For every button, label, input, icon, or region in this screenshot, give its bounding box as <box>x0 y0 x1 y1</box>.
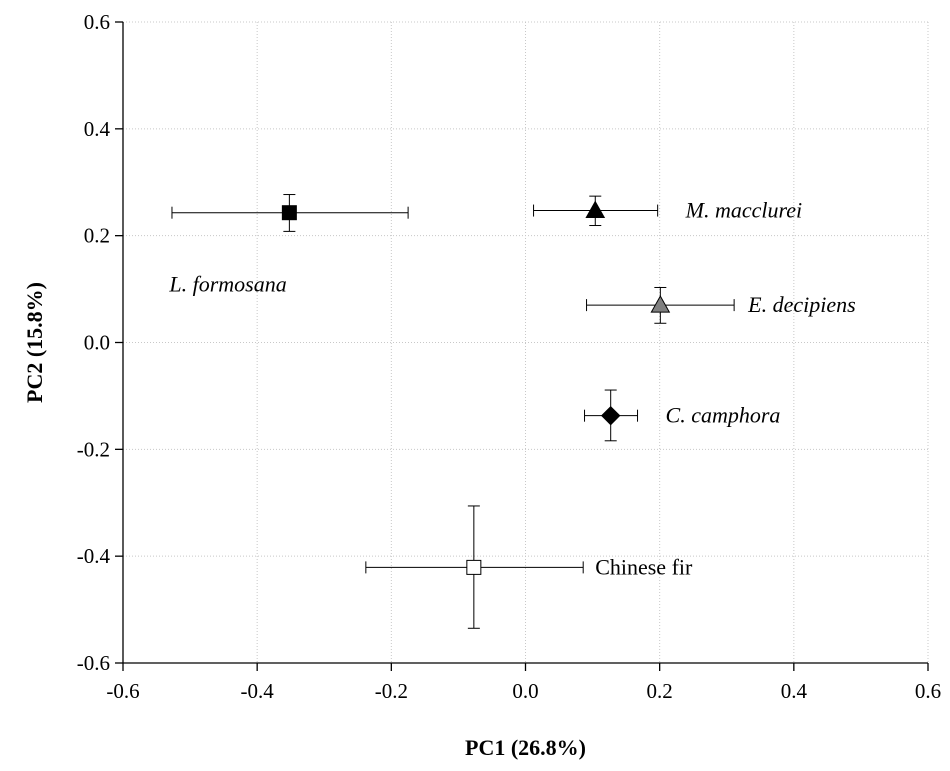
x-tick-label: -0.2 <box>375 679 408 703</box>
y-tick-label: 0.2 <box>84 224 110 248</box>
y-tick-label: -0.4 <box>77 544 111 568</box>
y-tick-label: -0.6 <box>77 651 110 675</box>
x-tick-label: 0.4 <box>781 679 808 703</box>
y-tick-label: 0.0 <box>84 331 110 355</box>
data-point-group: E. decipiens <box>586 286 856 324</box>
data-point-group: L. formosana <box>168 194 409 296</box>
square-marker <box>466 559 482 575</box>
y-tick-label: 0.4 <box>84 117 111 141</box>
data-marks: L. formosana M. macclurei E. decipiens C. c… <box>168 194 856 629</box>
square-marker <box>281 205 297 221</box>
data-point-group: Chinese fir <box>365 505 693 629</box>
x-tick-label: -0.4 <box>241 679 275 703</box>
x-tick-label: 0.6 <box>915 679 941 703</box>
y-tick-label: 0.6 <box>84 10 110 34</box>
point-label: E. decipiens <box>747 292 856 317</box>
point-label: M. macclurei <box>685 198 802 223</box>
x-axis-title: PC1 (26.8%) <box>465 735 586 760</box>
x-tick-label: 0.0 <box>512 679 538 703</box>
axes <box>115 21 929 671</box>
diamond-marker <box>600 405 621 426</box>
point-label: Chinese fir <box>595 554 693 579</box>
triangle-marker <box>585 200 606 219</box>
point-label: C. camphora <box>666 403 781 428</box>
grid-lines <box>123 21 929 663</box>
y-tick-label: -0.2 <box>77 437 110 461</box>
data-point-group: C. camphora <box>584 389 781 442</box>
point-label: L. formosana <box>168 271 286 296</box>
y-axis-title: PC2 (15.8%) <box>22 282 47 403</box>
tick-labels: -0.6 -0.4 -0.2 0.0 0.2 0.4 0.6 -0.6 -0.4 -0.2 0.0 0… <box>77 10 941 703</box>
data-point-group: M. macclurei <box>533 195 802 227</box>
x-tick-label: -0.6 <box>106 679 139 703</box>
x-tick-label: 0.2 <box>647 679 673 703</box>
triangle-marker <box>650 295 671 313</box>
